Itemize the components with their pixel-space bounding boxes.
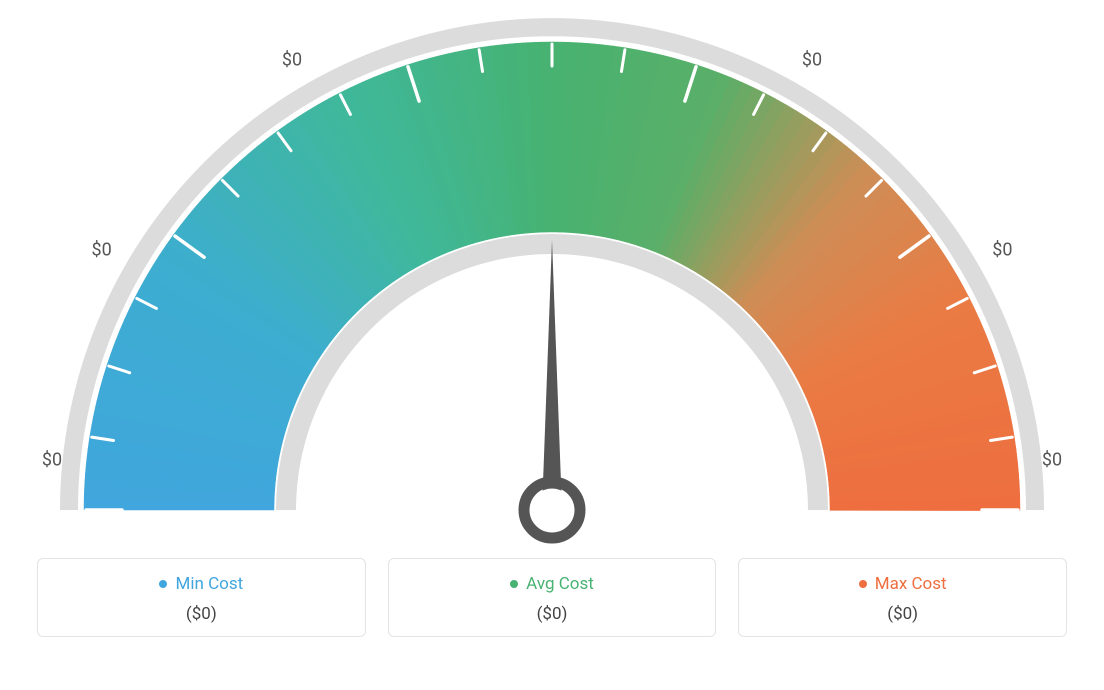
gauge-scale-label: $0	[992, 240, 1012, 261]
legend-value: ($0)	[389, 604, 716, 624]
legend-dot-icon	[510, 580, 518, 588]
legend-value: ($0)	[38, 604, 365, 624]
gauge-scale-label: $0	[542, 0, 562, 1]
legend-dot-icon	[159, 580, 167, 588]
gauge-scale-label: $0	[42, 450, 62, 471]
gauge-scale-label: $0	[1042, 450, 1062, 471]
legend-label: Max Cost	[875, 574, 947, 594]
legend-title: Avg Cost	[510, 574, 594, 594]
legend-card: Min Cost ($0)	[37, 558, 366, 637]
legend-card: Avg Cost ($0)	[388, 558, 717, 637]
legend-dot-icon	[859, 580, 867, 588]
legend-label: Avg Cost	[526, 574, 594, 594]
legend-title: Min Cost	[159, 574, 243, 594]
legend-row: Min Cost ($0) Avg Cost ($0) Max Cost ($0)	[37, 558, 1067, 637]
legend-card: Max Cost ($0)	[738, 558, 1067, 637]
gauge-scale-label: $0	[802, 49, 822, 70]
gauge-svg	[0, 0, 1104, 548]
gauge-scale-label: $0	[282, 49, 302, 70]
chart-container: $0$0$0$0$0$0$0 Min Cost($0)Avg Cost($0)M…	[0, 0, 1104, 690]
gauge-scale-label: $0	[92, 240, 112, 261]
gauge-area: $0 $0 $0 $0 $0 $0 $0	[0, 0, 1104, 548]
legend-value: ($0)	[739, 604, 1066, 624]
legend-title: Max Cost	[859, 574, 947, 594]
legend-label: Min Cost	[175, 574, 243, 594]
gauge-needle	[524, 240, 580, 538]
